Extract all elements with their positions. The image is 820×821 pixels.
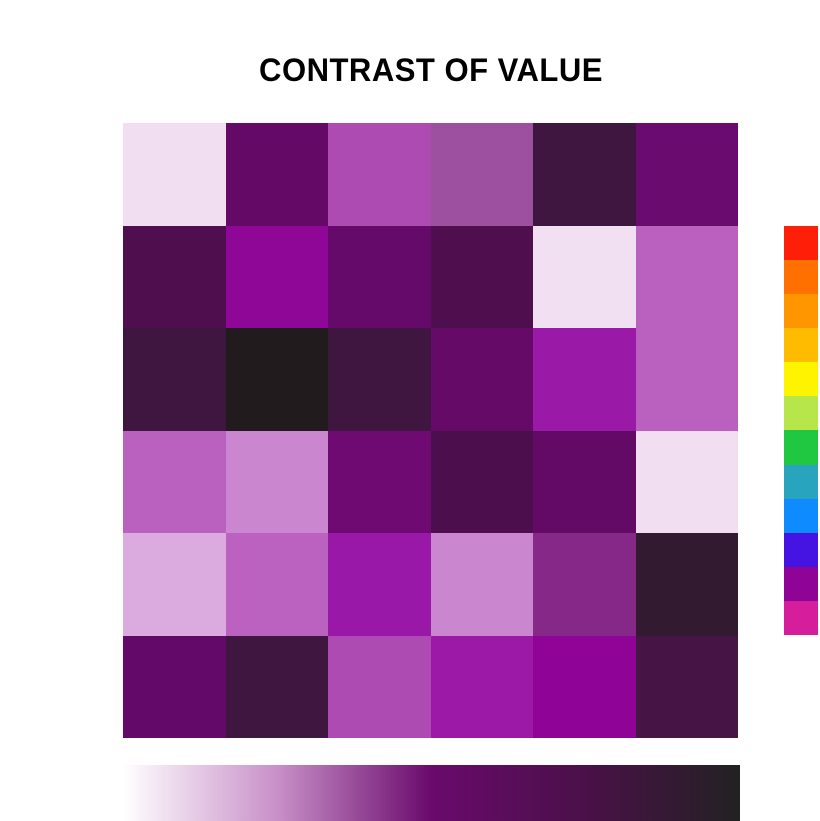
- grid-cell: [123, 430, 226, 533]
- palette-swatch: [784, 566, 818, 601]
- value-contrast-grid: [123, 123, 738, 738]
- page-title: CONTRAST OF VALUE: [259, 52, 603, 88]
- grid-cell: [328, 225, 431, 328]
- palette-swatch: [784, 226, 818, 261]
- palette-swatch: [784, 600, 818, 635]
- palette-swatch: [784, 464, 818, 499]
- grid-cell: [328, 328, 431, 431]
- palette-swatch: [784, 260, 818, 295]
- palette-swatch: [784, 396, 818, 431]
- grid-cell: [533, 635, 636, 738]
- grid-cell: [225, 430, 328, 533]
- palette-swatch: [784, 294, 818, 329]
- grid-cell: [430, 328, 533, 431]
- grid-cell: [225, 225, 328, 328]
- grid-cell: [635, 328, 738, 431]
- grid-cell: [430, 123, 533, 226]
- grid-cell: [225, 328, 328, 431]
- grid-cell: [123, 533, 226, 636]
- grid-cell: [123, 225, 226, 328]
- grid-cell: [635, 635, 738, 738]
- grid-cell: [635, 533, 738, 636]
- color-palette-strip: [784, 226, 818, 635]
- grid-cell: [635, 123, 738, 226]
- grid-cell: [123, 123, 226, 226]
- grid-cell: [533, 328, 636, 431]
- grid-cell: [123, 328, 226, 431]
- grid-cell: [123, 635, 226, 738]
- grid-cell: [328, 123, 431, 226]
- grid-cell: [225, 123, 328, 226]
- palette-swatch: [784, 328, 818, 363]
- grid-cell: [635, 225, 738, 328]
- grid-cell: [430, 635, 533, 738]
- grid-cell: [430, 533, 533, 636]
- grid-cell: [635, 430, 738, 533]
- grid-cell: [225, 635, 328, 738]
- grid-cell: [533, 123, 636, 226]
- grid-cell: [533, 430, 636, 533]
- grid-cell: [430, 430, 533, 533]
- value-gradient-bar: [123, 765, 740, 821]
- palette-swatch: [784, 362, 818, 397]
- grid-cell: [328, 430, 431, 533]
- grid-cell: [430, 225, 533, 328]
- grid-cell: [328, 635, 431, 738]
- palette-swatch: [784, 498, 818, 533]
- palette-swatch: [784, 430, 818, 465]
- grid-cell: [533, 225, 636, 328]
- grid-cell: [533, 533, 636, 636]
- grid-cell: [225, 533, 328, 636]
- grid-cell: [328, 533, 431, 636]
- palette-swatch: [784, 532, 818, 567]
